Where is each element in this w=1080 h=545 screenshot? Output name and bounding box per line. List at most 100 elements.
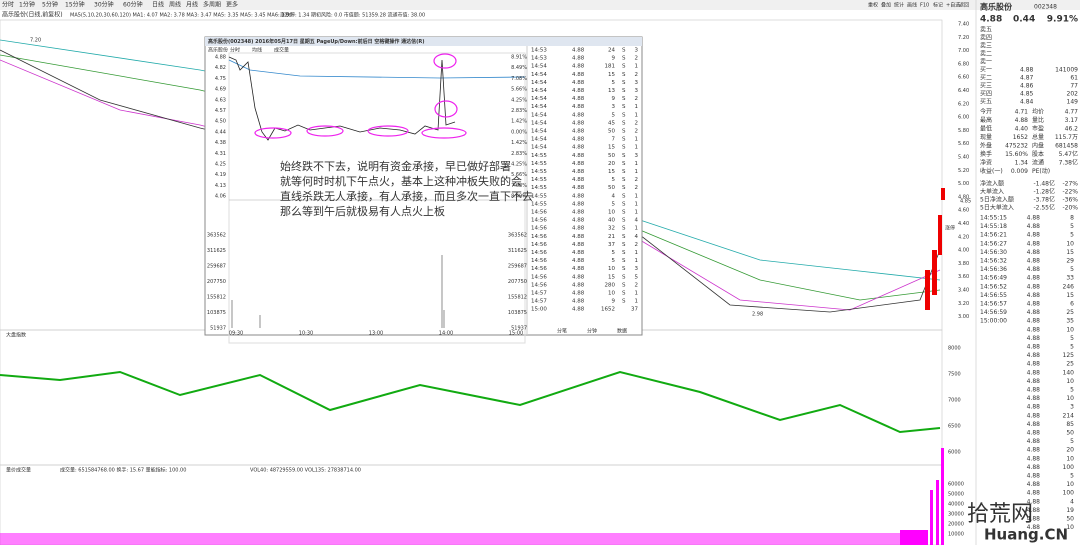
toolbar-button[interactable]: 画线 (907, 2, 917, 9)
toolbar-tab[interactable]: 月线 (186, 1, 198, 9)
tick-price: 4.88 (1027, 430, 1041, 437)
trade-time: 14:54 (531, 129, 547, 135)
tick-volume: 19 (1066, 507, 1074, 514)
trade-time: 14:54 (531, 64, 547, 70)
trade-price: 4.88 (572, 307, 585, 313)
popup-tab[interactable]: 均线 (252, 47, 262, 54)
stat-value: 1652 (1013, 134, 1028, 141)
trade-time: 14:56 (531, 218, 547, 224)
price-axis-label: 7.20 (958, 35, 969, 41)
popup-volume-tick: 311625 (207, 248, 226, 254)
popup-bottom-tab[interactable]: 分钟 (587, 328, 597, 335)
trade-price: 4.88 (572, 242, 585, 248)
popup-price-tick: 4.25 (215, 162, 226, 168)
price-axis-label: 4.80 (958, 194, 969, 200)
toolbar-tab[interactable]: 分时 (2, 1, 14, 9)
popup-pct-tick: 4.25% (511, 97, 527, 103)
popup-tab[interactable]: 分时 (230, 47, 240, 54)
bid-level: 买一 (980, 66, 992, 74)
toolbar-button[interactable]: +自选 (946, 2, 960, 9)
trade-volume: 20 (608, 161, 615, 167)
ma-legend: MA5(5,10,20,30,60,120) MA1: 4.07 MA2: 3.… (70, 13, 292, 19)
watermark-site: Huang.CN (984, 526, 1068, 544)
tick-volume: 20 (1066, 447, 1074, 454)
chart-title: 高乐股份(日线,前复权) (2, 11, 63, 19)
toolbar-tab[interactable]: 15分钟 (65, 1, 85, 9)
toolbar-button[interactable]: 重权 (868, 2, 878, 9)
trade-price: 4.88 (572, 274, 585, 280)
volume-axis-label: 50000 (948, 492, 964, 498)
popup-price-tick: 4.57 (215, 108, 226, 114)
ask-level: 卖四 (980, 35, 992, 42)
tick-volume: 5 (1070, 438, 1074, 445)
price-axis-label: 6.40 (958, 88, 969, 94)
bid-volume: 61 (1070, 75, 1078, 82)
popup-pct-tick: 5.66% (511, 172, 527, 178)
toolbar-tab[interactable]: 30分钟 (94, 1, 114, 9)
tick-price: 4.88 (1027, 412, 1041, 419)
bid-price: 4.85 (1020, 91, 1034, 98)
toolbar-tab[interactable]: 1分钟 (19, 1, 35, 9)
tick-price: 4.88 (1027, 387, 1041, 394)
popup-bottom-tab[interactable]: 分笔 (557, 328, 567, 335)
tick-volume: 8 (1070, 215, 1074, 222)
tick-time: 14:56:59 (980, 309, 1007, 316)
popup-pct-tick: 2.83% (511, 151, 527, 157)
tick-volume: 5 (1070, 387, 1074, 394)
price-axis-label: 5.80 (958, 128, 969, 134)
trade-price: 4.88 (572, 282, 585, 288)
toolbar-tab[interactable]: 多周期 (203, 1, 221, 9)
tick-time: 14:56:55 (980, 292, 1007, 299)
toolbar-button[interactable]: 标记 (933, 2, 943, 9)
trade-time: 14:54 (531, 112, 547, 118)
trade-time: 14:54 (531, 120, 547, 126)
toolbar-button[interactable]: 返回 (959, 2, 969, 9)
toolbar-tab[interactable]: 60分钟 (123, 1, 143, 9)
tick-price: 4.88 (1027, 326, 1041, 333)
toolbar-button[interactable]: 统计 (894, 2, 904, 9)
trade-volume: 37 (608, 242, 615, 248)
flow-pct: -27% (1062, 181, 1078, 188)
toolbar-tab[interactable]: 日线 (152, 1, 164, 9)
popup-volume-tick: 363562 (207, 233, 226, 239)
popup-tab[interactable]: 成交量 (274, 47, 289, 54)
trade-count: 1 (635, 291, 639, 297)
tick-time: 14:55:18 (980, 223, 1007, 230)
trade-side: S (622, 250, 626, 256)
toolbar-tab[interactable]: 周线 (169, 1, 181, 9)
trade-count: 1 (635, 137, 639, 143)
stat-label: 今开 (980, 108, 992, 116)
trade-volume: 1652 (601, 307, 615, 313)
toolbar-button[interactable]: F10 (920, 3, 929, 9)
popup-bottom-tab[interactable]: 数据 (617, 328, 627, 335)
stat-label: PE(动) (1032, 168, 1050, 175)
trade-price: 4.88 (572, 64, 585, 70)
trade-side: S (622, 161, 626, 167)
trade-volume: 32 (608, 226, 615, 232)
popup-volume-tick: 207750 (508, 279, 527, 285)
trade-volume: 10 (608, 291, 615, 297)
tick-price: 4.88 (1027, 283, 1041, 290)
tick-price: 4.88 (1027, 352, 1041, 359)
tick-volume: 5 (1070, 344, 1074, 351)
popup-tab[interactable]: 高乐股份 (208, 47, 228, 54)
toolbar-button[interactable]: 叠加 (881, 2, 891, 9)
flow-label: 大单流入 (980, 188, 1004, 196)
tick-volume: 6 (1070, 301, 1074, 308)
trade-volume: 181 (605, 64, 616, 70)
trade-volume: 21 (608, 234, 615, 240)
tick-price: 4.88 (1027, 258, 1041, 265)
tick-price: 4.88 (1027, 215, 1041, 222)
toolbar-tab[interactable]: 5分钟 (42, 1, 58, 9)
trade-price: 4.88 (572, 88, 585, 94)
tick-price: 4.88 (1027, 473, 1041, 480)
stat-value: 4.40 (1015, 126, 1029, 133)
stat-label: 收益(一) (980, 167, 1003, 175)
tick-price: 4.88 (1027, 498, 1041, 505)
trade-side: S (622, 242, 626, 248)
tick-price: 4.88 (1027, 455, 1041, 462)
trade-time: 14:54 (531, 104, 547, 110)
trade-time: 14:54 (531, 145, 547, 151)
toolbar-tab[interactable]: 更多 (226, 1, 238, 9)
annotation-line: 就等何时时机下午点火，基本上这种冲板失败的会 (280, 174, 522, 188)
